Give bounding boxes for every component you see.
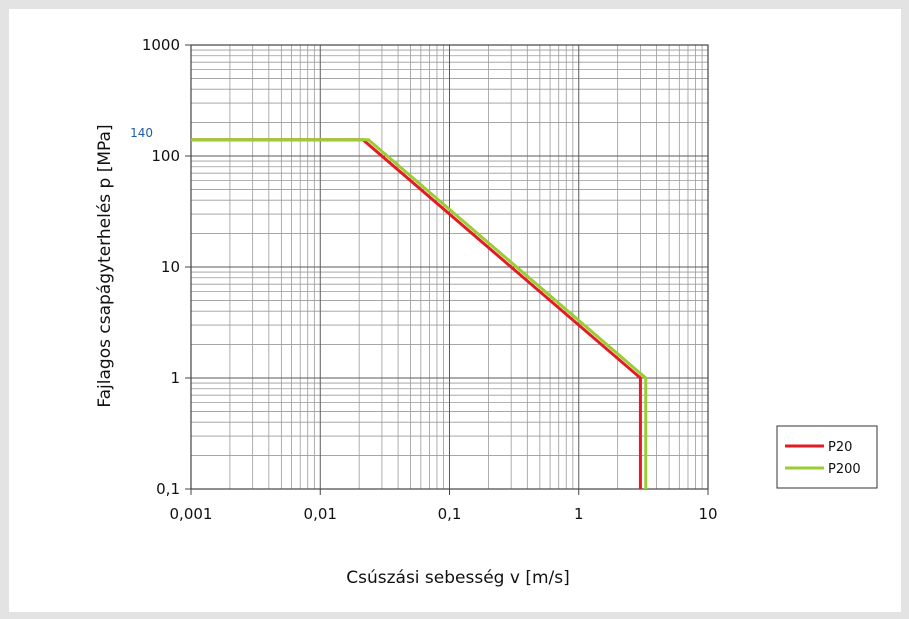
x-tick-label: 0,001: [170, 505, 213, 523]
x-axis-title: Csúszási sebesség v [m/s]: [346, 568, 570, 588]
y-tick-label: 0,1: [156, 480, 180, 498]
x-tick-label: 0,01: [304, 505, 337, 523]
legend-label-p20: P20: [828, 440, 852, 455]
grid-major: [190, 44, 709, 490]
y-axis-title: Fajlagos csapágyterhelés p [MPa]: [95, 124, 115, 407]
series-line-p200: [191, 138, 648, 489]
legend-label-p200: P200: [828, 462, 861, 477]
y-tick-label: 1000: [142, 36, 180, 54]
ticks-layer: 0,001 0,01 0,1 1 10 0,1 1 10 100 1000 140: [130, 36, 717, 523]
x-tick-label: 10: [698, 505, 717, 523]
x-tick-label: 1: [574, 505, 584, 523]
legend-box: [776, 425, 878, 489]
legend: P20 P200: [776, 425, 878, 489]
x-tick-label: 0,1: [438, 505, 462, 523]
y-tick-label: 100: [151, 147, 180, 165]
series-layer: [191, 138, 648, 489]
y-tick-label: 10: [161, 258, 180, 276]
chart: 0,001 0,01 0,1 1 10 0,1 1 10 100 1000 140 Fajlagos…: [95, 36, 878, 588]
annotation-label: 140: [130, 126, 153, 140]
y-tick-label: 1: [170, 369, 180, 387]
chart-frame: 0,001 0,01 0,1 1 10 0,1 1 10 100 1000 140 Fajlagos…: [9, 9, 901, 612]
